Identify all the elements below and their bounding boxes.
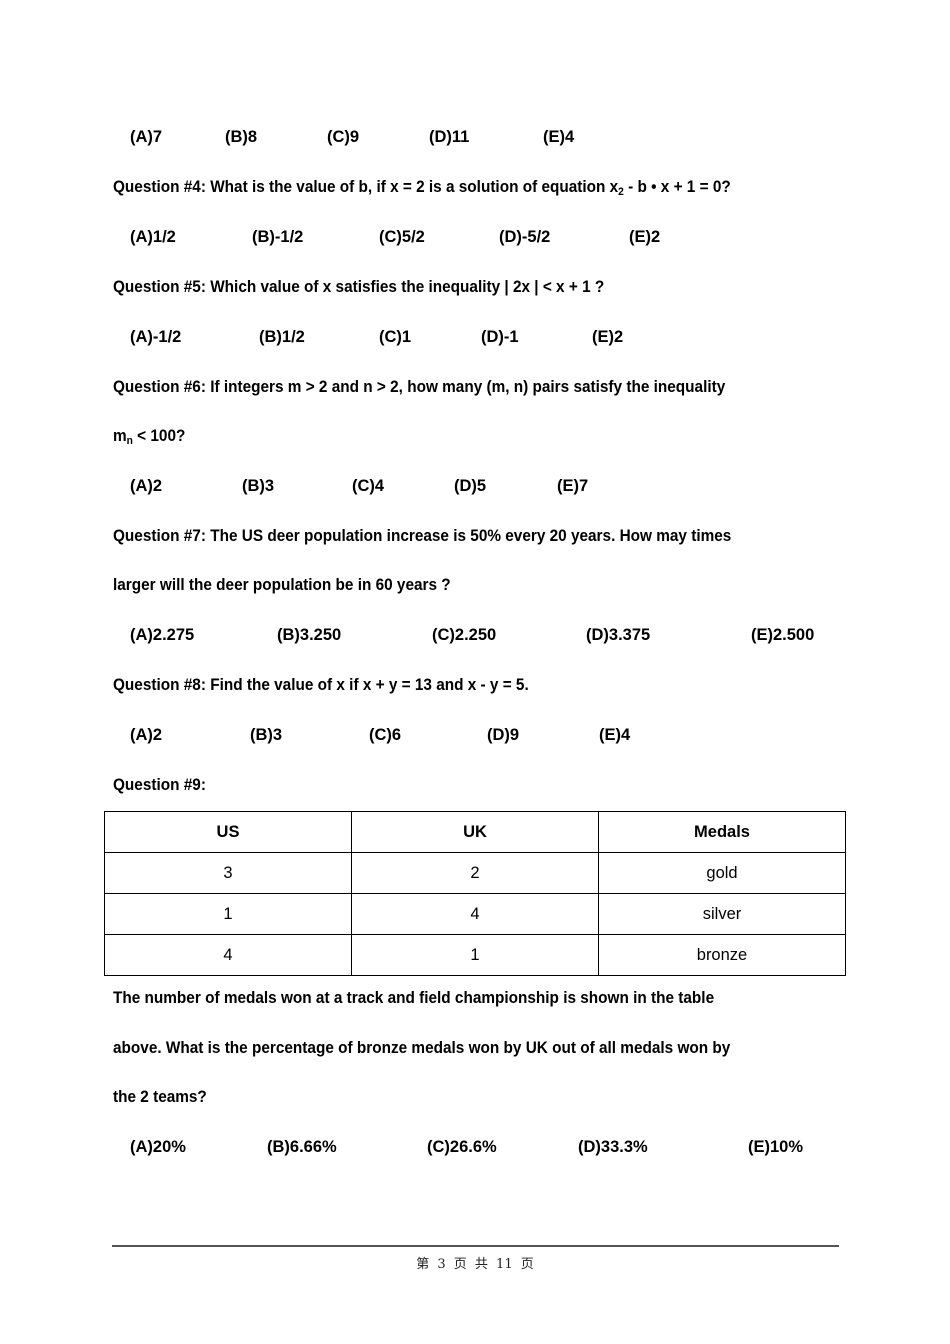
cell: 4 — [351, 893, 599, 935]
option-a: (A)2.275 — [130, 626, 195, 644]
cell: 4 — [104, 934, 352, 976]
option-d: (D)-5/2 — [499, 228, 551, 246]
medals-table: US UK Medals 3 2 gold 1 4 silver 4 1 bro… — [104, 811, 846, 976]
q4-text-end: - b • x + 1 = 0? — [623, 178, 731, 196]
question-4: Question #4: What is the value of b, if … — [113, 177, 731, 202]
option-c: (C)6 — [369, 726, 402, 744]
option-c: (C)5/2 — [379, 228, 425, 246]
cell: bronze — [598, 934, 846, 976]
question-7-line2: larger will the deer population be in 60… — [113, 576, 451, 594]
question-8: Question #8: Find the value of x if x + … — [113, 676, 529, 694]
option-d: (D)11 — [429, 128, 470, 146]
option-e: (E)2 — [629, 228, 661, 246]
q4-subscript: 2 — [618, 186, 624, 198]
option-b: (B)1/2 — [259, 328, 305, 346]
option-c: (C)9 — [327, 128, 360, 146]
option-a: (A)20% — [130, 1138, 186, 1156]
cell: 1 — [351, 934, 599, 976]
q4-text: Question #4: What is the value of b, if … — [113, 178, 619, 196]
question-9-line2: above. What is the percentage of bronze … — [113, 1039, 731, 1057]
option-b: (B)6.66% — [267, 1138, 337, 1156]
page-number: 第 3 页 共 11 页 — [416, 1257, 534, 1272]
question-9-line3: the 2 teams? — [113, 1088, 207, 1106]
option-e: (E)4 — [599, 726, 631, 744]
header-uk: UK — [351, 811, 599, 853]
table-row: 3 2 gold — [104, 852, 846, 894]
option-c: (C)2.250 — [432, 626, 497, 644]
option-a: (A)-1/2 — [130, 328, 182, 346]
option-e: (E)2 — [592, 328, 624, 346]
option-e: (E)4 — [543, 128, 575, 146]
option-b: (B)-1/2 — [252, 228, 304, 246]
cell: 3 — [104, 852, 352, 894]
option-d: (D)5 — [454, 477, 487, 495]
footer-divider — [112, 1245, 839, 1247]
option-d: (D)33.3% — [578, 1138, 648, 1156]
cell: 1 — [104, 893, 352, 935]
option-b: (B)8 — [225, 128, 258, 146]
option-b: (B)3 — [242, 477, 275, 495]
question-6-line1: Question #6: If integers m > 2 and n > 2… — [113, 378, 726, 396]
q6-base: m — [113, 427, 127, 445]
question-7-line1: Question #7: The US deer population incr… — [113, 527, 732, 545]
option-a: (A)2 — [130, 726, 163, 744]
option-b: (B)3.250 — [277, 626, 342, 644]
option-c: (C)4 — [352, 477, 385, 495]
question-5: Question #5: Which value of x satisfies … — [113, 278, 605, 296]
table-header-row: US UK Medals — [104, 811, 846, 853]
option-d: (D)3.375 — [586, 626, 651, 644]
option-d: (D)-1 — [481, 328, 519, 346]
option-d: (D)9 — [487, 726, 520, 744]
q6-subscript: n — [126, 435, 133, 447]
table-row: 1 4 silver — [104, 893, 846, 935]
question-6-line2: mn < 100? — [113, 426, 185, 451]
cell: silver — [598, 893, 846, 935]
table-row: 4 1 bronze — [104, 934, 846, 976]
header-us: US — [104, 811, 352, 853]
option-a: (A)1/2 — [130, 228, 176, 246]
option-e: (E)10% — [748, 1138, 804, 1156]
option-b: (B)3 — [250, 726, 283, 744]
question-9-label: Question #9: — [113, 776, 206, 794]
option-a: (A)7 — [130, 128, 163, 146]
cell: gold — [598, 852, 846, 894]
question-9-line1: The number of medals won at a track and … — [113, 989, 715, 1007]
option-c: (C)26.6% — [427, 1138, 497, 1156]
option-e: (E)2.500 — [751, 626, 815, 644]
option-a: (A)2 — [130, 477, 163, 495]
option-e: (E)7 — [557, 477, 589, 495]
cell: 2 — [351, 852, 599, 894]
option-c: (C)1 — [379, 328, 412, 346]
q6-text-end: < 100? — [132, 427, 186, 445]
header-medals: Medals — [598, 811, 846, 853]
